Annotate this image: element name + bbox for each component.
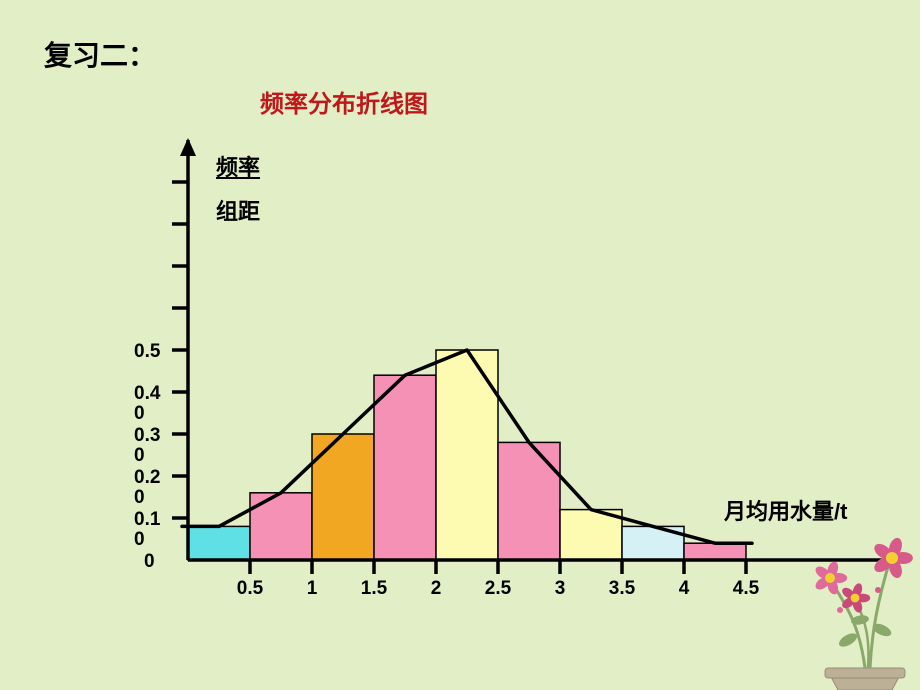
x-tick-label: 3.5	[609, 578, 636, 599]
x-tick-label: 1	[307, 578, 318, 599]
y-tick-secondary-label: 0	[134, 487, 145, 508]
flower-decoration-icon	[770, 490, 920, 690]
y-tick-secondary-label: 0	[134, 445, 145, 466]
histogram-bar	[498, 442, 560, 560]
y-tick-label: 0.4	[134, 383, 161, 404]
y-tick-label: 0.3	[134, 425, 160, 446]
histogram-bar	[684, 543, 746, 560]
histogram-bar	[374, 375, 436, 560]
histogram-bar	[188, 526, 250, 560]
y-axis-arrow-icon	[180, 138, 196, 156]
x-tick-label: 4.5	[733, 578, 760, 599]
x-tick-label: 1.5	[361, 578, 388, 599]
page-root: 复习二： 频率分布折线图 频率 组距 月均用水量/t 0.50.400.300.…	[0, 0, 920, 690]
x-tick-label: 4	[679, 578, 690, 599]
y-tick-secondary-label: 0	[134, 529, 145, 550]
y-tick-label: 0.5	[134, 341, 161, 362]
y-tick-label: 0.1	[134, 509, 161, 530]
y-tick-label: 0	[144, 551, 155, 572]
x-tick-label: 2.5	[485, 578, 512, 599]
x-tick-label: 2	[431, 578, 442, 599]
y-tick-label: 0.2	[134, 467, 160, 488]
y-tick-secondary-label: 0	[134, 403, 145, 424]
x-tick-label: 3	[555, 578, 566, 599]
x-tick-label: 0.5	[237, 578, 264, 599]
